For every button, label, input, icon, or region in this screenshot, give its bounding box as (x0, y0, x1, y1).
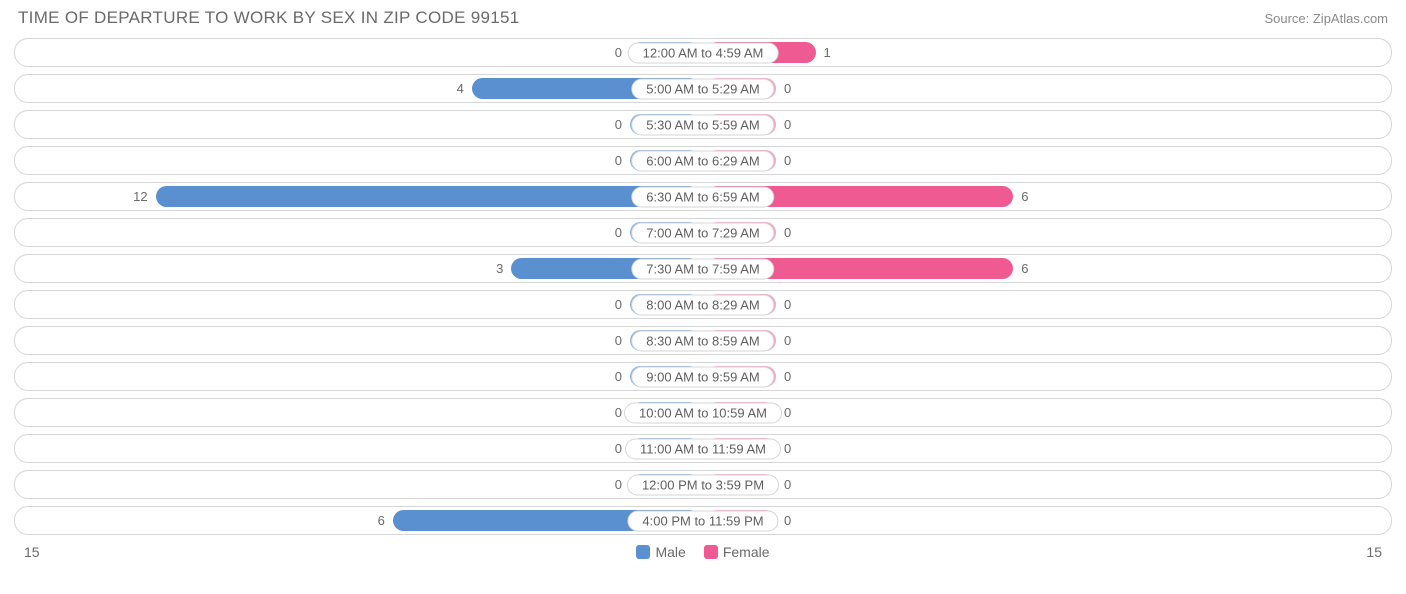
male-value-label: 0 (607, 153, 630, 168)
male-half: 0 (15, 219, 703, 246)
legend-female-label: Female (723, 544, 770, 560)
category-label: 8:30 AM to 8:59 AM (631, 330, 774, 351)
female-value-label: 0 (776, 225, 799, 240)
male-half: 0 (15, 39, 703, 66)
female-value-label: 0 (776, 513, 799, 528)
male-half: 0 (15, 471, 703, 498)
male-value-label: 0 (607, 369, 630, 384)
female-value-label: 0 (776, 369, 799, 384)
male-value-label: 0 (607, 333, 630, 348)
male-half: 3 (15, 255, 703, 282)
female-half: 6 (703, 183, 1391, 210)
male-value-label: 4 (449, 81, 472, 96)
chart-row: 0011:00 AM to 11:59 AM (14, 434, 1392, 463)
female-value-label: 6 (1013, 189, 1036, 204)
category-label: 5:30 AM to 5:59 AM (631, 114, 774, 135)
female-value-label: 0 (776, 477, 799, 492)
male-half: 0 (15, 363, 703, 390)
female-half: 0 (703, 75, 1391, 102)
chart-title: TIME OF DEPARTURE TO WORK BY SEX IN ZIP … (18, 8, 520, 28)
female-half: 0 (703, 111, 1391, 138)
chart-row: 12 6 6:30 AM to 6:59 AM (14, 182, 1392, 211)
legend-male: Male (636, 544, 685, 560)
chart-source: Source: ZipAtlas.com (1264, 11, 1388, 26)
male-half: 0 (15, 147, 703, 174)
male-value-label: 0 (607, 45, 630, 60)
category-label: 8:00 AM to 8:29 AM (631, 294, 774, 315)
category-label: 9:00 AM to 9:59 AM (631, 366, 774, 387)
chart-row: 0 08:00 AM to 8:29 AM (14, 290, 1392, 319)
legend: Male Female (636, 544, 769, 560)
female-value-label: 6 (1013, 261, 1036, 276)
female-value-label: 0 (776, 153, 799, 168)
female-value-label: 0 (776, 117, 799, 132)
male-half: 4 (15, 75, 703, 102)
male-half: 0 (15, 435, 703, 462)
male-half: 0 (15, 291, 703, 318)
diverging-bar-chart: 0112:00 AM to 4:59 AM405:00 AM to 5:29 A… (0, 32, 1406, 544)
category-label: 5:00 AM to 5:29 AM (631, 78, 774, 99)
category-label: 12:00 PM to 3:59 PM (627, 474, 779, 495)
chart-row: 0 05:30 AM to 5:59 AM (14, 110, 1392, 139)
female-value-label: 0 (776, 333, 799, 348)
female-half: 0 (703, 507, 1391, 534)
female-value-label: 1 (816, 45, 839, 60)
male-value-label: 12 (125, 189, 155, 204)
chart-row: 6 04:00 PM to 11:59 PM (14, 506, 1392, 535)
legend-swatch-female (704, 545, 718, 559)
axis-max-right: 15 (1366, 544, 1382, 560)
female-half: 0 (703, 399, 1391, 426)
category-label: 7:00 AM to 7:29 AM (631, 222, 774, 243)
chart-row: 0 08:30 AM to 8:59 AM (14, 326, 1392, 355)
male-half: 6 (15, 507, 703, 534)
chart-row: 0 1 12:00 AM to 4:59 AM (14, 38, 1392, 67)
category-label: 6:30 AM to 6:59 AM (631, 186, 774, 207)
male-half: 0 (15, 111, 703, 138)
male-value-label: 3 (488, 261, 511, 276)
category-label: 12:00 AM to 4:59 AM (628, 42, 779, 63)
female-half: 0 (703, 435, 1391, 462)
female-half: 0 (703, 327, 1391, 354)
female-half: 0 (703, 363, 1391, 390)
category-label: 10:00 AM to 10:59 AM (624, 402, 782, 423)
female-half: 0 (703, 471, 1391, 498)
female-half: 1 (703, 39, 1391, 66)
chart-row: 0010:00 AM to 10:59 AM (14, 398, 1392, 427)
chart-row: 0 07:00 AM to 7:29 AM (14, 218, 1392, 247)
axis-max-left: 15 (24, 544, 40, 560)
female-value-label: 0 (776, 297, 799, 312)
male-half: 0 (15, 399, 703, 426)
female-half: 0 (703, 219, 1391, 246)
male-value-label: 0 (607, 297, 630, 312)
female-half: 0 (703, 291, 1391, 318)
chart-header: TIME OF DEPARTURE TO WORK BY SEX IN ZIP … (0, 0, 1406, 32)
chart-row: 0 09:00 AM to 9:59 AM (14, 362, 1392, 391)
male-value-label: 0 (607, 225, 630, 240)
male-half: 12 (15, 183, 703, 210)
legend-female: Female (704, 544, 770, 560)
female-value-label: 0 (776, 81, 799, 96)
male-half: 0 (15, 327, 703, 354)
chart-row: 0 012:00 PM to 3:59 PM (14, 470, 1392, 499)
legend-male-label: Male (655, 544, 685, 560)
chart-row: 3 6 7:30 AM to 7:59 AM (14, 254, 1392, 283)
chart-row: 0 06:00 AM to 6:29 AM (14, 146, 1392, 175)
female-half: 0 (703, 147, 1391, 174)
category-label: 11:00 AM to 11:59 AM (625, 438, 781, 459)
male-value-label: 0 (607, 117, 630, 132)
male-bar (156, 186, 700, 207)
chart-row: 4 05:00 AM to 5:29 AM (14, 74, 1392, 103)
female-half: 6 (703, 255, 1391, 282)
legend-swatch-male (636, 545, 650, 559)
category-label: 7:30 AM to 7:59 AM (631, 258, 774, 279)
male-value-label: 6 (370, 513, 393, 528)
category-label: 6:00 AM to 6:29 AM (631, 150, 774, 171)
chart-footer: 15 Male Female 15 (0, 544, 1406, 568)
category-label: 4:00 PM to 11:59 PM (627, 510, 778, 531)
